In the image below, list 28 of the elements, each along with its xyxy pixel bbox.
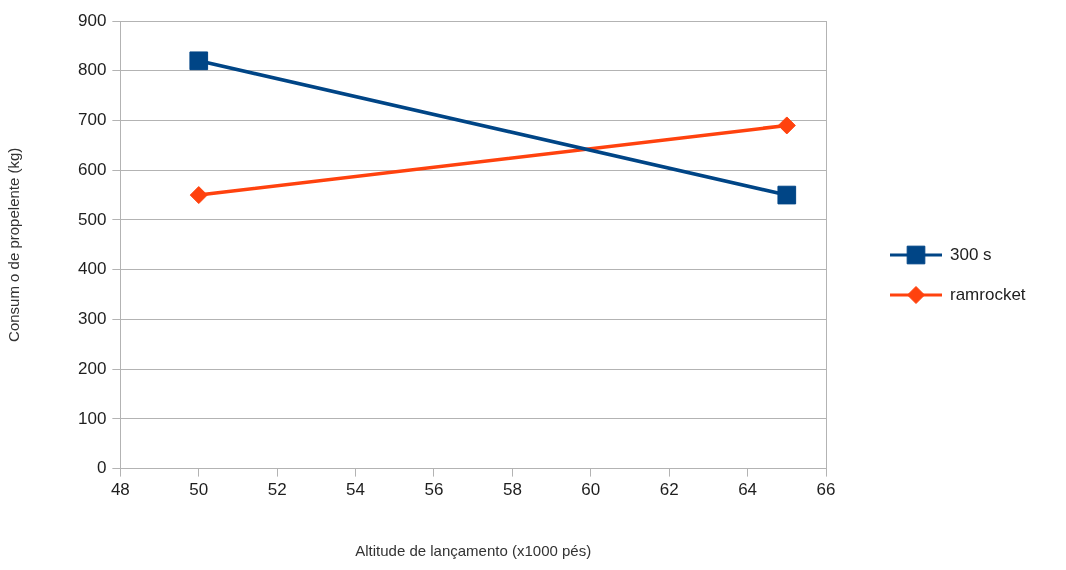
y-tick-label: 800 (77, 60, 107, 80)
legend-label: 300 s (950, 244, 992, 264)
x-tick-label: 64 (738, 480, 758, 500)
x-tick-label: 58 (502, 480, 522, 500)
y-tick-label: 500 (77, 209, 107, 229)
x-tick-label: 60 (581, 480, 601, 500)
x-tick-label: 66 (816, 480, 836, 500)
y-tick-label: 700 (77, 110, 107, 130)
legend-label: ramrocket (950, 284, 1026, 304)
y-tick-label: 300 (77, 309, 107, 329)
x-tick-label: 54 (346, 480, 366, 500)
x-tick-label: 62 (659, 480, 679, 500)
x-tick-label: 52 (267, 480, 287, 500)
y-tick-label: 100 (77, 408, 107, 428)
x-tick-label: 50 (189, 480, 209, 500)
point (777, 116, 796, 135)
y-tick-label: 0 (96, 458, 107, 478)
y-axis-title: Consum o de propelente (kg) (5, 147, 23, 342)
y-tick-label: 200 (77, 358, 107, 378)
y-tick-label: 900 (77, 10, 107, 30)
x-axis-title: Altitude de lançamento (x1000 pés) (355, 542, 592, 560)
y-tick-label: 600 (77, 159, 107, 179)
y-tick-label: 400 (77, 259, 107, 279)
point (189, 186, 208, 205)
point (189, 51, 209, 71)
x-tick-label: 48 (110, 480, 130, 500)
x-tick-label: 56 (424, 480, 444, 500)
point (777, 185, 797, 205)
